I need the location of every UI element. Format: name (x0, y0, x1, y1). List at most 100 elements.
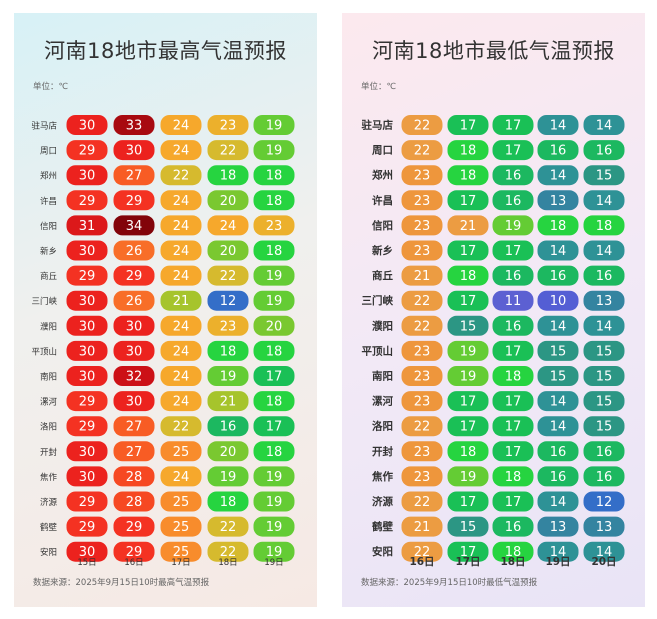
temp-cell: 20 (207, 190, 249, 211)
temp-cell-bg (447, 466, 489, 487)
temp-cell: 22 (207, 140, 249, 161)
temp-cell: 21 (401, 265, 443, 286)
temp-cell-bg (401, 541, 443, 562)
min-temp-chart: 驻马店 22 17 17 14 14 周口 22 18 17 16 16 郑州 23 18 16 14 15 许昌 2… (362, 115, 625, 568)
temp-cell: 17 (447, 416, 489, 437)
temp-value: 23 (414, 219, 431, 234)
temp-cell: 30 (66, 290, 108, 311)
temp-cell: 18 (253, 340, 295, 361)
temp-cell-bg (207, 165, 249, 186)
temp-value: 15 (596, 370, 613, 385)
temp-value: 34 (126, 219, 143, 234)
temp-cell-bg (583, 315, 625, 336)
temp-cell-bg (253, 366, 295, 386)
temp-cell-bg (583, 165, 625, 186)
temp-cell: 26 (113, 240, 155, 261)
temp-value: 24 (173, 370, 190, 385)
temp-value: 18 (220, 344, 237, 359)
temp-cell: 18 (253, 391, 295, 412)
temp-cell: 24 (160, 340, 202, 361)
temp-cell: 30 (66, 366, 108, 386)
temp-value: 30 (126, 144, 143, 159)
temp-cell-bg (113, 366, 155, 386)
temp-cell: 27 (113, 441, 155, 462)
temp-cell-bg (160, 290, 202, 311)
temp-value: 29 (126, 520, 143, 535)
temp-value: 27 (126, 445, 143, 460)
temp-cell: 17 (447, 541, 489, 562)
temp-cell-bg (66, 215, 108, 236)
temp-value: 23 (414, 445, 431, 460)
day-label: 18日 (218, 558, 237, 568)
temp-cell: 18 (207, 491, 249, 512)
temp-cell: 29 (66, 140, 108, 161)
temp-cell-bg (447, 240, 489, 261)
temp-cell-bg (401, 366, 443, 386)
temp-cell-bg (207, 140, 249, 161)
temp-cell-bg (492, 391, 534, 412)
city-label: 三门峡 (362, 294, 394, 307)
temp-cell-bg (207, 541, 249, 562)
temp-cell: 29 (66, 516, 108, 537)
temp-cell-bg (447, 215, 489, 236)
temp-value: 28 (126, 470, 143, 485)
temp-value: 25 (173, 495, 190, 510)
temp-cell-bg (66, 165, 108, 186)
temp-value: 17 (266, 420, 283, 435)
temp-cell-bg (401, 140, 443, 161)
temp-value: 23 (220, 319, 237, 334)
temp-cell: 22 (401, 541, 443, 562)
temp-cell: 18 (583, 215, 625, 236)
temp-cell: 28 (113, 491, 155, 512)
temp-value: 30 (79, 119, 96, 134)
temp-cell: 22 (207, 541, 249, 562)
temp-cell: 14 (537, 315, 579, 336)
temp-value: 16 (505, 194, 522, 209)
city-label: 安阳 (40, 547, 57, 558)
temp-value: 14 (596, 319, 613, 334)
temp-value: 16 (596, 470, 613, 485)
temp-value: 30 (126, 319, 143, 334)
temp-value: 11 (505, 294, 522, 309)
city-label: 鹤壁 (371, 520, 393, 533)
temp-cell: 14 (537, 416, 579, 437)
temp-value: 18 (505, 470, 522, 485)
temp-value: 30 (79, 344, 96, 359)
temp-cell-bg (207, 416, 249, 437)
temp-cell-bg (401, 240, 443, 261)
temp-value: 21 (414, 269, 431, 284)
temp-cell-bg (66, 340, 108, 361)
temp-value: 24 (173, 244, 190, 259)
temp-cell-bg (537, 165, 579, 186)
temp-value: 22 (414, 144, 431, 159)
temp-cell: 29 (66, 416, 108, 437)
temp-value: 15 (596, 169, 613, 184)
temp-cell-bg (113, 466, 155, 487)
temp-value: 16 (596, 144, 613, 159)
temp-cell-bg (253, 466, 295, 487)
temp-cell-bg (401, 466, 443, 487)
temp-cell-bg (160, 240, 202, 261)
temp-cell: 16 (583, 441, 625, 462)
temp-value: 15 (596, 395, 613, 410)
temp-cell-bg (253, 165, 295, 186)
temp-value: 15 (550, 370, 567, 385)
city-label: 鹤壁 (40, 522, 58, 533)
city-label: 新乡 (372, 244, 393, 257)
temp-value: 33 (126, 119, 143, 134)
temp-cell: 18 (253, 441, 295, 462)
temp-cell-bg (253, 240, 295, 261)
temp-value: 19 (266, 545, 283, 560)
temp-cell: 30 (113, 140, 155, 161)
temp-cell-bg (401, 215, 443, 236)
temp-cell: 14 (583, 190, 625, 211)
temp-cell: 14 (537, 541, 579, 562)
temp-value: 23 (414, 370, 431, 385)
temp-cell: 30 (66, 165, 108, 186)
temp-cell: 28 (113, 466, 155, 487)
temp-cell: 24 (160, 140, 202, 161)
day-label: 15日 (77, 558, 96, 568)
temp-value: 29 (126, 545, 143, 560)
temp-value: 22 (414, 495, 431, 510)
temp-cell: 33 (113, 115, 155, 135)
